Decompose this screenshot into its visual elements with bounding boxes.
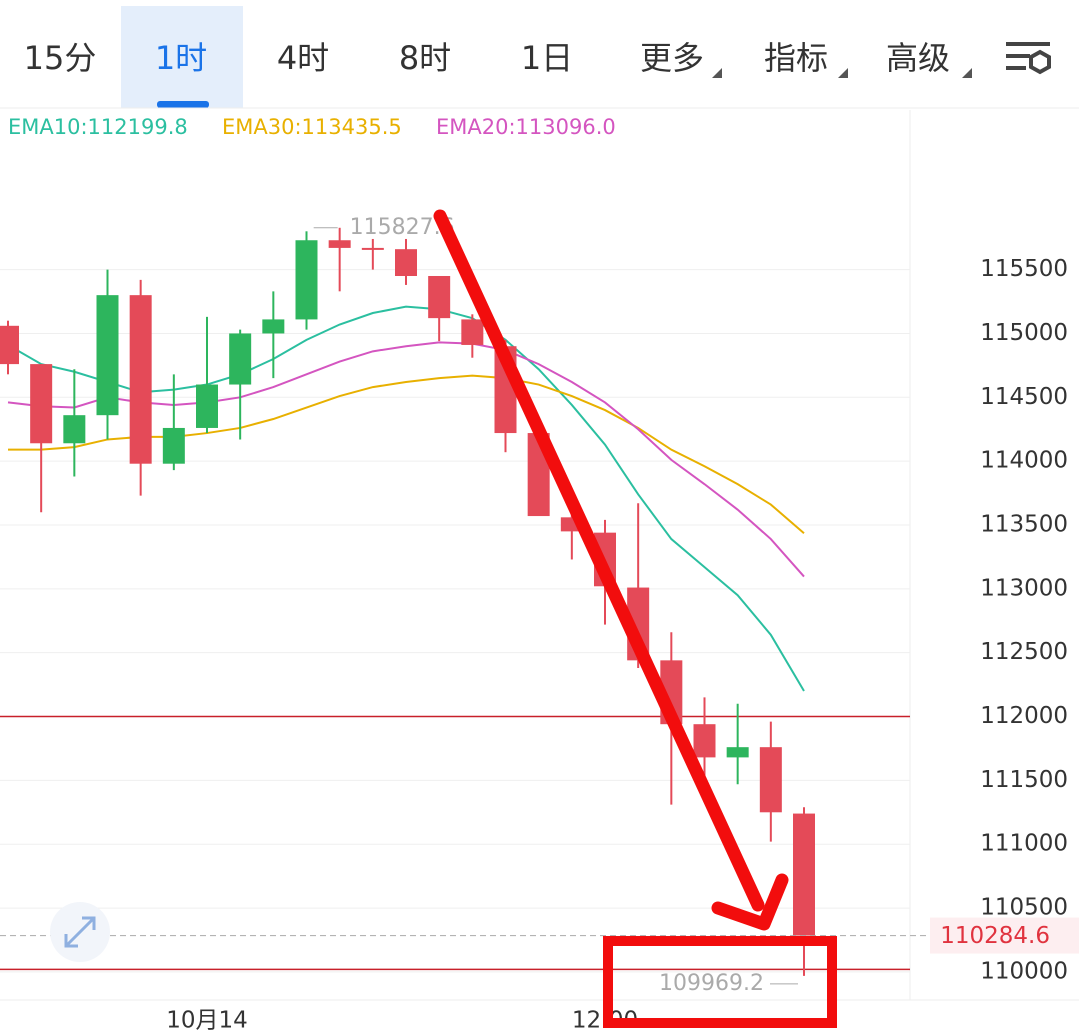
ema-line (7, 341, 805, 578)
candle-body (793, 813, 815, 936)
tab[interactable]: 更多 (640, 39, 704, 77)
candle-body (395, 249, 417, 276)
legend-entry: EMA30:113435.5 (222, 115, 402, 139)
candle-body (30, 364, 53, 444)
y-tick-label: 114500 (980, 384, 1068, 410)
y-tick-label: 115000 (980, 320, 1068, 346)
plot-area: 110000 110500 111000 111500 112000 112500 1130… (0, 215, 1079, 1034)
tab-bar: 15分 1时 4时 8时 1日 更多 指标 高级 (24, 39, 950, 77)
y-tick-label: 112000 (980, 703, 1068, 729)
candle-body (295, 240, 318, 320)
settings-icon[interactable] (1006, 42, 1051, 75)
y-tick-label: 111500 (980, 767, 1068, 793)
legend-entry: EMA10:112199.8 (8, 115, 188, 139)
candle-body (328, 240, 351, 248)
candle-body (428, 275, 451, 319)
candle-body (262, 319, 285, 334)
y-tick-label: 110500 (980, 895, 1068, 921)
low-marker: 109969.2 (659, 971, 764, 996)
y-tick-label: 113000 (980, 575, 1068, 601)
candle-body (0, 325, 19, 365)
dropdown-caret (838, 68, 848, 78)
tab[interactable]: 1日 (521, 39, 573, 77)
y-tick-label: 110000 (980, 958, 1068, 984)
candle-body (361, 247, 384, 250)
y-tick-label: 113500 (980, 511, 1068, 537)
legend-entry: EMA20:113096.0 (436, 115, 616, 139)
last-price-tag (930, 917, 1079, 954)
expand-button[interactable] (50, 902, 110, 962)
annotation-arrow (433, 209, 789, 931)
y-tick-label: 115500 (980, 256, 1068, 282)
tab[interactable]: 15分 (24, 39, 97, 77)
y-tick-label: 111000 (980, 831, 1068, 857)
tab[interactable]: 高级 (886, 39, 950, 77)
last-price-label: 110284.6 (940, 923, 1050, 949)
candle-body (162, 427, 185, 464)
y-tick-label: 112500 (980, 639, 1068, 665)
candle-body (63, 415, 86, 444)
candle-body (96, 295, 119, 416)
candle-body (129, 295, 152, 464)
ema-line (7, 305, 805, 692)
candle-body (461, 319, 484, 345)
candle-body (229, 333, 252, 385)
ema-line (8, 374, 805, 534)
candle-body (693, 724, 716, 758)
tab[interactable]: 1时 (155, 39, 207, 77)
tab[interactable]: 指标 (764, 39, 828, 77)
dropdown-caret (962, 68, 972, 78)
y-tick-label: 114000 (980, 448, 1068, 474)
candle-body (759, 747, 782, 813)
tab[interactable]: 8时 (399, 39, 451, 77)
annotation-box (603, 936, 837, 1028)
candle-body (726, 747, 749, 758)
tab[interactable]: 4时 (277, 39, 329, 77)
dropdown-caret (712, 68, 722, 78)
active-tab-bg (121, 6, 243, 108)
candle-body (196, 384, 218, 428)
active-tab-indicator (157, 101, 209, 108)
x-tick-label: 10月14 (166, 1008, 248, 1034)
